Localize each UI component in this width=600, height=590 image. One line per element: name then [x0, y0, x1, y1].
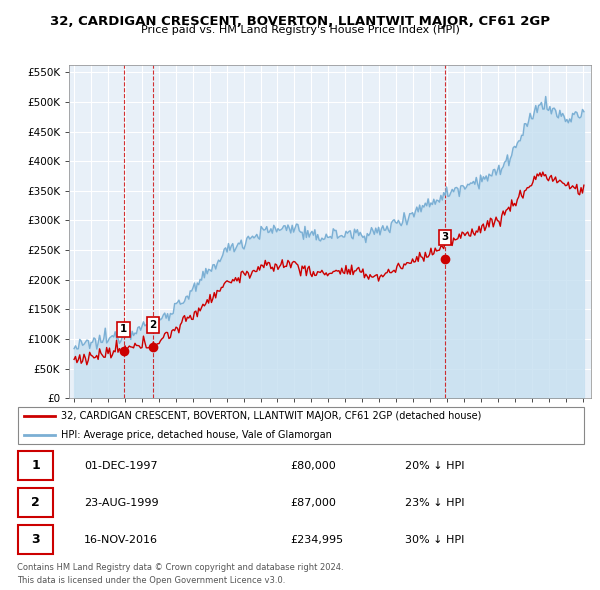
Text: 1: 1: [31, 459, 40, 472]
FancyBboxPatch shape: [18, 407, 584, 444]
Text: £87,000: £87,000: [290, 498, 336, 507]
Text: 23% ↓ HPI: 23% ↓ HPI: [404, 498, 464, 507]
Text: £80,000: £80,000: [290, 461, 336, 470]
Text: 3: 3: [441, 232, 449, 242]
Text: 20% ↓ HPI: 20% ↓ HPI: [404, 461, 464, 470]
Text: 01-DEC-1997: 01-DEC-1997: [84, 461, 157, 470]
Text: This data is licensed under the Open Government Licence v3.0.: This data is licensed under the Open Gov…: [17, 576, 285, 585]
Text: 32, CARDIGAN CRESCENT, BOVERTON, LLANTWIT MAJOR, CF61 2GP: 32, CARDIGAN CRESCENT, BOVERTON, LLANTWI…: [50, 15, 550, 28]
Text: HPI: Average price, detached house, Vale of Glamorgan: HPI: Average price, detached house, Vale…: [61, 430, 332, 440]
Text: 23-AUG-1999: 23-AUG-1999: [84, 498, 158, 507]
FancyBboxPatch shape: [18, 451, 53, 480]
Text: 30% ↓ HPI: 30% ↓ HPI: [404, 535, 464, 545]
Text: 2: 2: [31, 496, 40, 509]
Text: 2: 2: [149, 320, 157, 330]
Text: 1: 1: [120, 324, 127, 335]
Text: £234,995: £234,995: [290, 535, 343, 545]
Text: 16-NOV-2016: 16-NOV-2016: [84, 535, 158, 545]
Text: Price paid vs. HM Land Registry's House Price Index (HPI): Price paid vs. HM Land Registry's House …: [140, 25, 460, 35]
Text: 32, CARDIGAN CRESCENT, BOVERTON, LLANTWIT MAJOR, CF61 2GP (detached house): 32, CARDIGAN CRESCENT, BOVERTON, LLANTWI…: [61, 411, 481, 421]
Text: 3: 3: [31, 533, 40, 546]
FancyBboxPatch shape: [18, 526, 53, 554]
FancyBboxPatch shape: [18, 489, 53, 517]
Text: Contains HM Land Registry data © Crown copyright and database right 2024.: Contains HM Land Registry data © Crown c…: [17, 563, 343, 572]
